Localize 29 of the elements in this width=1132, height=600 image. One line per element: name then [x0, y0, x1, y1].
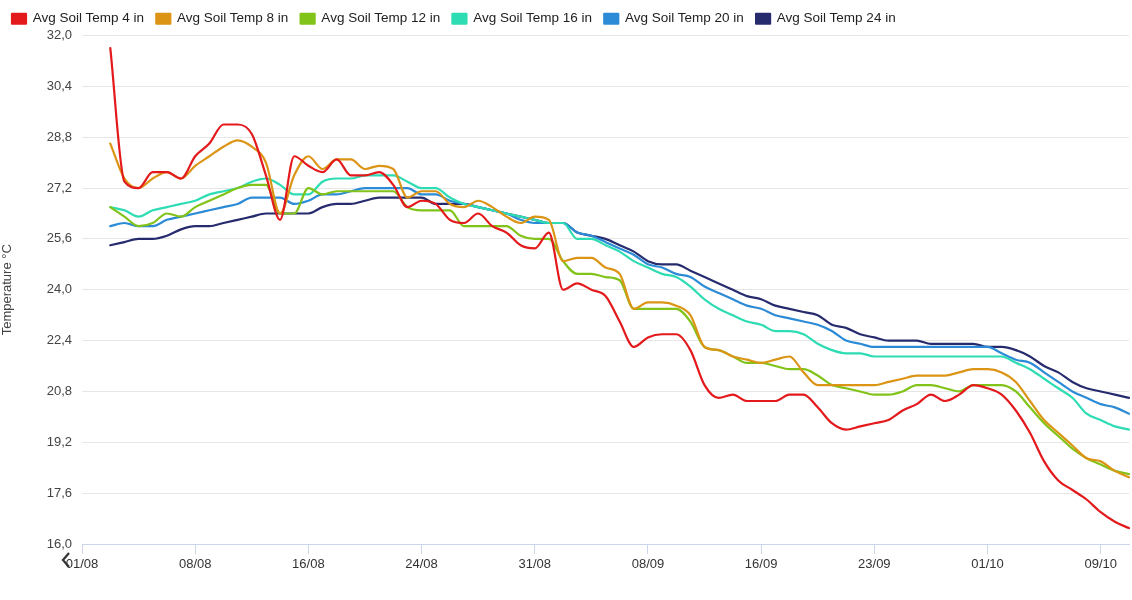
x-tick-label: 08/08 [178, 556, 212, 572]
x-tick-label: 16/08 [292, 556, 325, 572]
x-tick-label: 01/08 [65, 556, 99, 572]
y-tick-label: 27,2 [46, 179, 72, 195]
y-tick-label: 19,2 [46, 433, 72, 449]
y-axis-title: Temperature °C [0, 244, 15, 336]
x-tick-label: 24/08 [405, 556, 438, 572]
y-tick-label: 30,4 [46, 77, 72, 93]
x-tick-label: 16/09 [744, 556, 778, 572]
y-tick-label: 25,6 [46, 230, 72, 246]
y-tick-label: 28,8 [46, 128, 72, 144]
legend-label: Avg Soil Temp 8 in [177, 10, 289, 26]
y-tick-label: 16,0 [46, 535, 72, 551]
x-tick-label: 31/08 [518, 556, 552, 572]
x-tick-label: 08/09 [631, 556, 665, 572]
legend-label: Avg Soil Temp 24 in [776, 10, 896, 26]
y-tick-label: 32,0 [46, 27, 72, 43]
x-tick-label: 01/10 [971, 556, 1004, 572]
y-tick-label: 22,4 [46, 332, 72, 348]
x-tick-label: 23/09 [858, 556, 891, 572]
y-tick-label: 20,8 [46, 383, 72, 399]
line-series [109, 47, 1131, 530]
legend-label: Avg Soil Temp 16 in [473, 10, 593, 26]
x-tick-label: 09/10 [1084, 556, 1117, 572]
y-tick-label: 17,6 [46, 484, 72, 500]
legend-label: Avg Soil Temp 20 in [625, 10, 744, 26]
legend-label: Avg Soil Temp 4 in [32, 10, 145, 26]
legend-label: Avg Soil Temp 12 in [321, 10, 441, 26]
y-tick-label: 24,0 [46, 281, 72, 297]
